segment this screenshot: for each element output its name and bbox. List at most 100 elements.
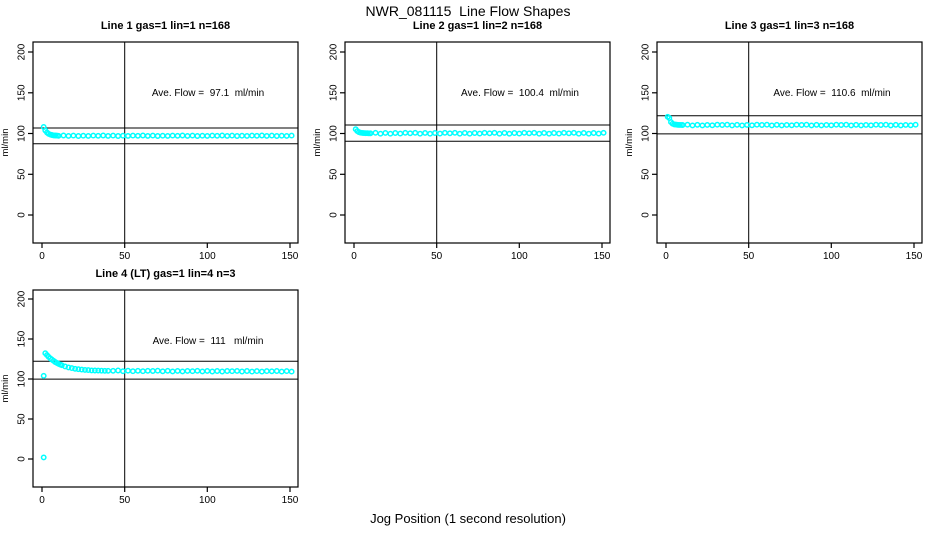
data-point: [214, 132, 221, 139]
data-point: [793, 121, 800, 128]
x-axis-tick-label: 150: [906, 251, 923, 262]
data-point: [749, 122, 755, 129]
data-point: [892, 121, 899, 128]
data-point: [724, 121, 731, 128]
y-axis-tick-label: 100: [17, 370, 28, 387]
avg-flow-annotation: Ave. Flow = 97.1 ml/min: [152, 88, 264, 99]
y-axis-tick-label: 150: [17, 84, 28, 101]
x-axis-tick-label: 150: [282, 251, 299, 262]
data-point: [858, 122, 865, 129]
data-point: [585, 130, 592, 137]
data-point: [744, 121, 750, 128]
data-point: [501, 129, 508, 136]
chart-line-4-lt: Line 4 (LT) gas=1 lin=4 n=3 0 50 100 150 200 0…: [0, 268, 299, 506]
data-point: [184, 367, 191, 374]
chart-line-1: Line 1 gas=1 lin=1 n=168 0 50 100 150 200 0 50 1…: [0, 20, 299, 262]
data-point: [461, 129, 468, 136]
data-point: [164, 132, 171, 139]
data-point: [422, 129, 429, 136]
data-point: [868, 122, 874, 129]
data-point: [129, 368, 136, 375]
panel-title: Line 1 gas=1 lin=1 n=168: [101, 20, 230, 32]
data-point: [125, 367, 131, 374]
data-point: [392, 130, 399, 136]
data-point: [159, 132, 166, 139]
data-point: [60, 132, 67, 139]
data-point: [437, 130, 443, 137]
y-axis-tick-label: 100: [17, 125, 28, 142]
data-point: [224, 368, 231, 374]
x-axis-tick-label: 100: [511, 251, 528, 262]
data-point: [877, 122, 884, 128]
data-point: [798, 122, 805, 128]
data-point: [516, 130, 523, 137]
data-point: [249, 132, 255, 139]
data-point: [526, 130, 533, 137]
y-axis-tick-label: 100: [641, 125, 652, 142]
data-point: [283, 368, 290, 375]
data-point: [239, 132, 245, 139]
data-point: [174, 367, 181, 374]
data-point: [179, 368, 186, 375]
data-point: [704, 121, 711, 128]
data-point: [88, 367, 95, 374]
x-axis-tick-label: 50: [119, 251, 131, 262]
data-point: [887, 122, 894, 129]
data-point: [98, 367, 105, 374]
data-point: [268, 132, 275, 139]
y-axis-label: ml/min: [624, 129, 635, 157]
plot-box: [32, 41, 299, 244]
data-point: [120, 132, 126, 139]
data-point: [154, 367, 161, 374]
data-point: [258, 132, 265, 139]
data-point: [446, 130, 453, 137]
data-point: [174, 132, 181, 139]
y-axis-tick-label: 200: [17, 290, 28, 307]
data-point: [902, 121, 909, 128]
y-axis-tick-label: 50: [641, 168, 652, 180]
data-point: [194, 133, 201, 139]
data-point: [101, 367, 108, 374]
y-axis-tick-label: 50: [329, 168, 340, 180]
data-point: [110, 367, 117, 374]
data-point: [739, 122, 746, 129]
x-axis-tick-label: 150: [282, 495, 299, 506]
data-point: [595, 130, 602, 137]
data-point: [189, 132, 196, 139]
data-point: [134, 367, 141, 374]
data-point: [556, 130, 562, 137]
data-point: [268, 368, 275, 375]
data-point: [115, 133, 122, 139]
data-point: [481, 129, 488, 136]
data-point: [907, 122, 914, 129]
x-axis-tick-label: 0: [663, 251, 669, 262]
data-point: [278, 132, 285, 139]
data-point: [80, 132, 87, 139]
data-point: [189, 368, 196, 375]
panel-title: Line 3 gas=1 lin=3 n=168: [725, 20, 854, 32]
y-axis-tick-label: 200: [329, 43, 340, 60]
data-point: [456, 130, 463, 137]
data-point: [244, 132, 250, 139]
data-point: [763, 121, 770, 128]
data-point: [709, 122, 716, 129]
x-axis-tick-label: 100: [199, 495, 216, 506]
data-point: [219, 132, 226, 139]
data-point: [397, 130, 404, 137]
data-point: [773, 121, 780, 128]
data-point: [149, 132, 156, 139]
avg-flow-annotation: Ave. Flow = 111 ml/min: [153, 336, 264, 347]
data-point: [229, 368, 236, 375]
data-point: [694, 121, 701, 128]
y-axis-label: ml/min: [0, 129, 11, 157]
data-point: [788, 122, 795, 129]
avg-flow-annotation: Ave. Flow = 110.6 ml/min: [773, 88, 890, 99]
data-point: [144, 367, 151, 374]
data-point: [758, 122, 765, 128]
data-point: [491, 129, 498, 136]
data-point: [70, 132, 77, 139]
data-point: [803, 121, 810, 128]
data-point: [753, 121, 760, 128]
data-point: [214, 368, 221, 374]
